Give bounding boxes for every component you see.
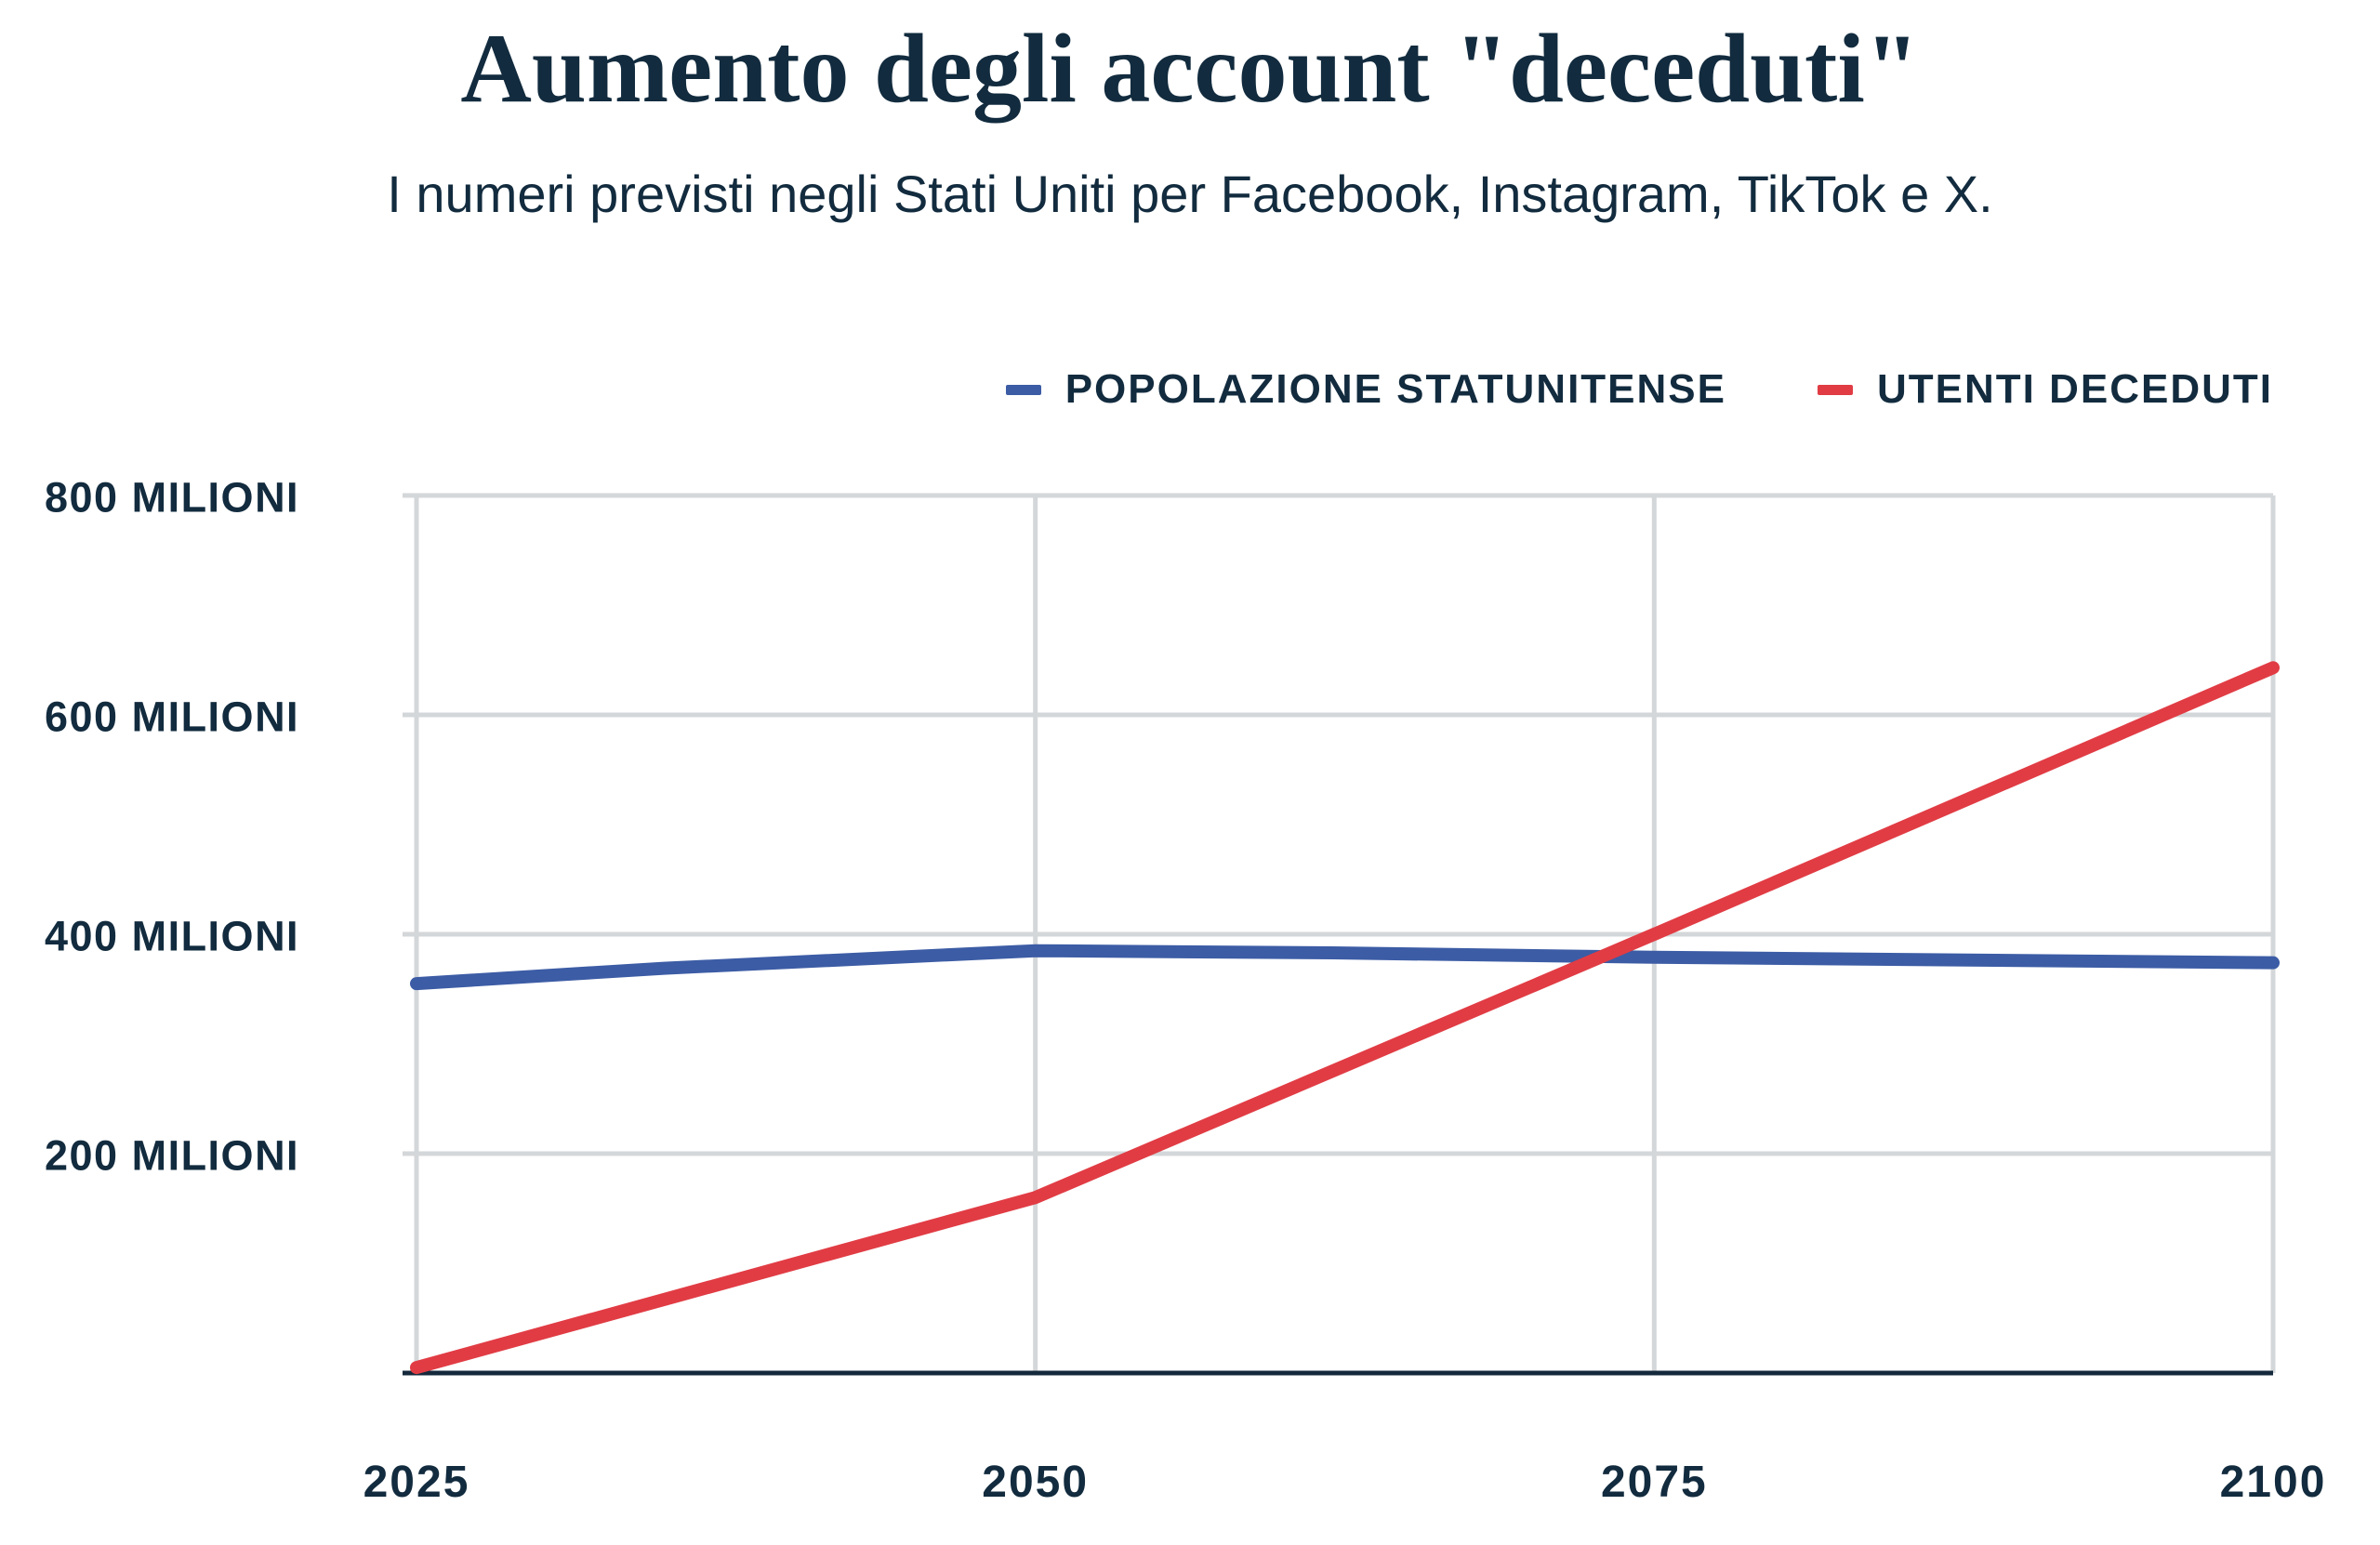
legend-item-deceased: UTENTI DECEDUTI bbox=[1818, 366, 2273, 413]
series-line-deceased bbox=[410, 661, 2280, 1375]
chart-legend: POPOLAZIONE STATUNITENSE UTENTI DECEDUTI bbox=[1005, 366, 2273, 413]
y-tick-label: 200 MILIONI bbox=[45, 1132, 299, 1180]
x-tick-label: 2025 bbox=[364, 1458, 470, 1507]
y-tick-label: 600 MILIONI bbox=[45, 693, 299, 741]
legend-marker-deceased-icon bbox=[1818, 384, 1853, 395]
chart-subtitle: I numeri previsti negli Stati Uniti per … bbox=[387, 165, 1993, 223]
x-tick-label: 2075 bbox=[1601, 1458, 1708, 1507]
series-line-population bbox=[410, 944, 2280, 991]
chart-title: Aumento degli account "deceduti" bbox=[460, 14, 1920, 123]
legend-marker-population-icon bbox=[1005, 384, 1041, 395]
y-tick-label: 400 MILIONI bbox=[45, 913, 299, 960]
y-tick-label: 800 MILIONI bbox=[45, 474, 299, 522]
legend-label-population: POPOLAZIONE STATUNITENSE bbox=[1064, 366, 1726, 412]
legend-label-deceased: UTENTI DECEDUTI bbox=[1877, 366, 2273, 412]
x-tick-label: 2100 bbox=[2220, 1458, 2327, 1507]
legend-item-population: POPOLAZIONE STATUNITENSE bbox=[1005, 366, 1726, 413]
x-tick-label: 2050 bbox=[982, 1458, 1089, 1507]
